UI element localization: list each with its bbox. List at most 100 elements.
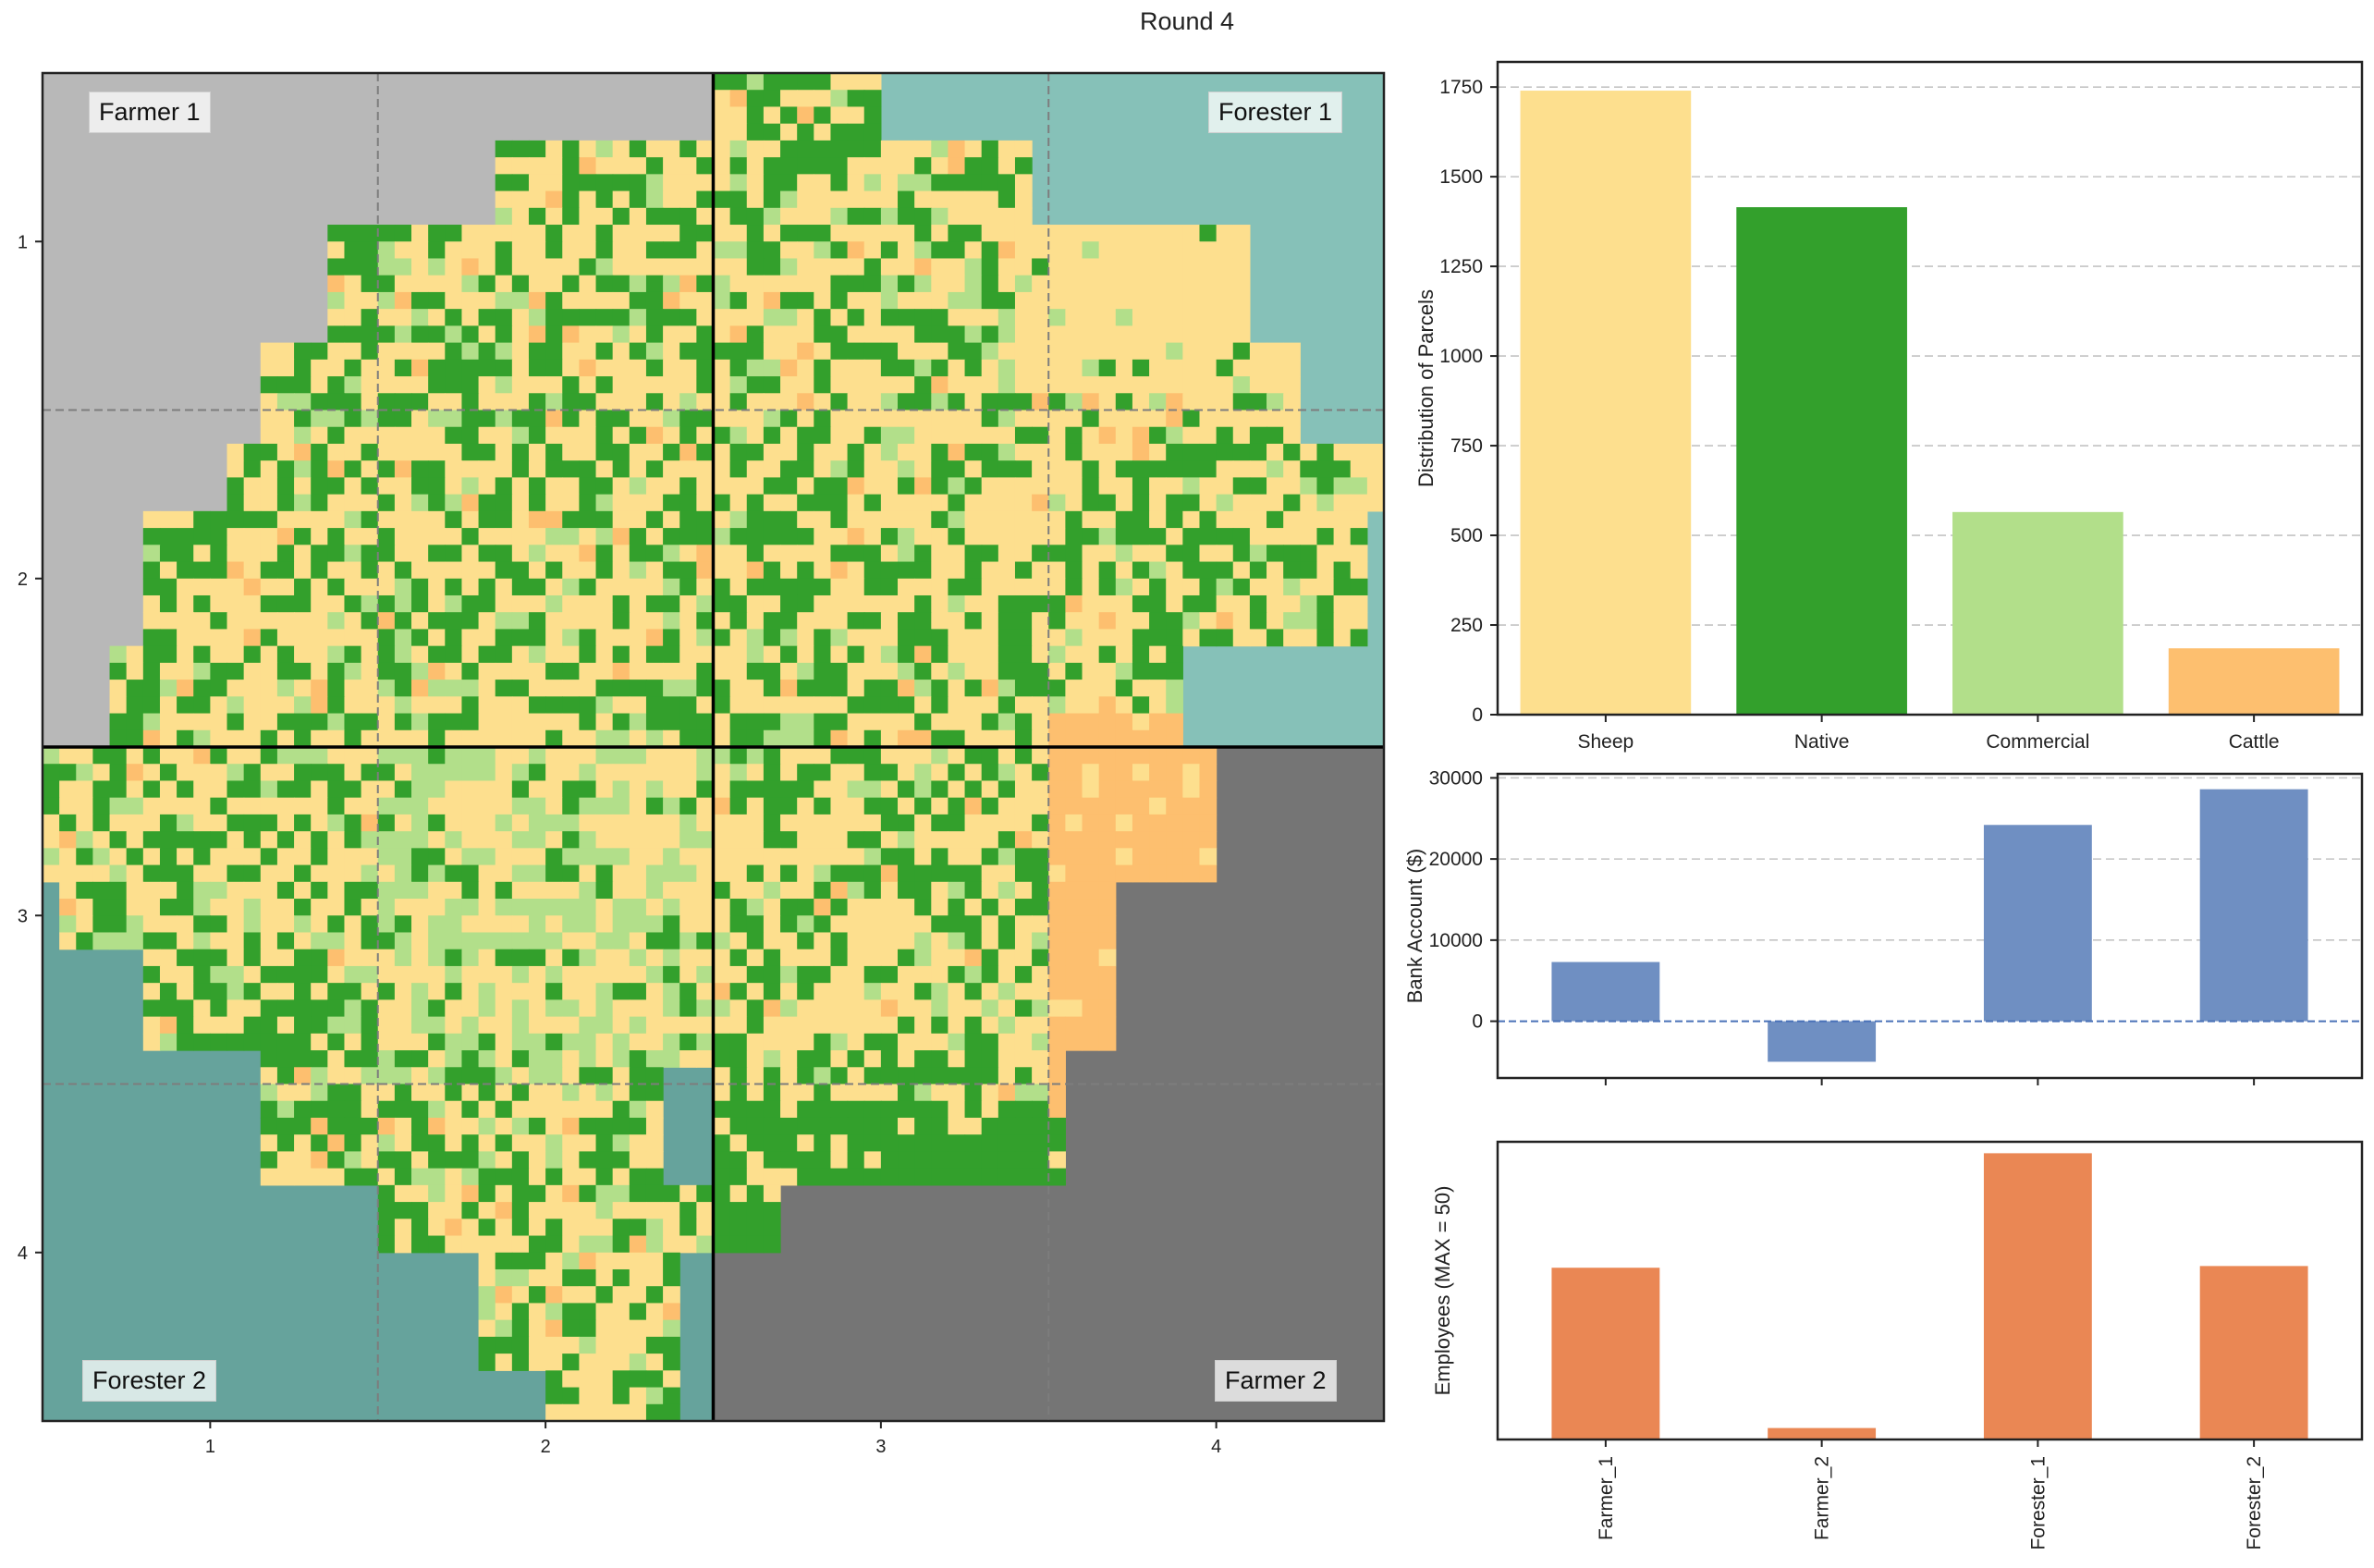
land-parcel bbox=[1300, 545, 1318, 563]
land-parcel bbox=[898, 680, 915, 697]
land-parcel bbox=[445, 594, 463, 613]
land-parcel bbox=[964, 275, 983, 293]
land-parcel bbox=[1032, 645, 1049, 664]
land-parcel bbox=[679, 494, 697, 512]
land-parcel bbox=[1350, 510, 1368, 529]
land-parcel bbox=[981, 275, 999, 293]
land-parcel bbox=[612, 662, 630, 680]
land-parcel bbox=[595, 999, 614, 1018]
land-parcel bbox=[814, 106, 832, 125]
land-parcel bbox=[645, 1184, 664, 1203]
land-parcel bbox=[914, 764, 932, 782]
land-parcel bbox=[780, 713, 798, 731]
land-parcel bbox=[964, 999, 983, 1018]
land-parcel bbox=[914, 780, 932, 799]
land-parcel bbox=[830, 376, 849, 394]
land-parcel bbox=[1065, 645, 1083, 664]
land-parcel bbox=[948, 494, 966, 512]
land-parcel bbox=[1182, 747, 1201, 765]
land-parcel bbox=[729, 106, 748, 125]
land-parcel bbox=[629, 528, 647, 545]
land-parcel bbox=[1082, 1016, 1100, 1035]
land-parcel bbox=[964, 426, 983, 445]
land-parcel bbox=[478, 342, 496, 361]
land-parcel bbox=[763, 73, 781, 91]
land-parcel bbox=[1065, 393, 1083, 411]
land-parcel bbox=[763, 932, 781, 950]
land-parcel bbox=[981, 443, 999, 461]
land-parcel bbox=[1014, 764, 1033, 782]
land-parcel bbox=[276, 561, 295, 580]
land-parcel bbox=[1014, 258, 1033, 276]
land-parcel bbox=[830, 899, 849, 916]
land-parcel bbox=[914, 258, 932, 276]
land-parcel bbox=[495, 965, 513, 984]
land-parcel bbox=[394, 1235, 412, 1254]
land-parcel bbox=[1350, 477, 1368, 496]
land-parcel bbox=[511, 426, 530, 445]
land-parcel bbox=[645, 696, 664, 715]
land-parcel bbox=[763, 494, 781, 512]
land-parcel bbox=[495, 848, 513, 866]
land-parcel bbox=[713, 1134, 731, 1153]
land-parcel bbox=[1032, 1050, 1049, 1068]
land-parcel bbox=[1065, 225, 1083, 242]
land-parcel bbox=[177, 629, 194, 647]
land-parcel bbox=[797, 999, 814, 1018]
land-parcel bbox=[1065, 528, 1083, 545]
land-parcel bbox=[1333, 629, 1352, 647]
land-parcel bbox=[1098, 629, 1117, 647]
land-parcel bbox=[210, 899, 228, 916]
land-parcel bbox=[645, 1268, 664, 1287]
land-parcel bbox=[763, 225, 781, 242]
land-parcel bbox=[1366, 477, 1385, 496]
bar-farmer-1 bbox=[1551, 1268, 1660, 1439]
land-parcel bbox=[411, 359, 429, 377]
land-parcel bbox=[763, 594, 781, 613]
land-parcel bbox=[177, 848, 194, 866]
land-parcel bbox=[780, 1168, 798, 1186]
land-parcel bbox=[679, 1016, 697, 1035]
land-parcel bbox=[528, 662, 546, 680]
land-parcel bbox=[92, 747, 111, 765]
land-parcel bbox=[562, 477, 580, 496]
land-parcel bbox=[1283, 443, 1301, 461]
land-parcel bbox=[880, 949, 899, 967]
land-parcel bbox=[260, 1100, 278, 1119]
land-parcel bbox=[663, 729, 680, 748]
land-parcel bbox=[76, 848, 94, 866]
land-parcel bbox=[729, 174, 748, 192]
land-parcel bbox=[428, 680, 446, 697]
land-parcel bbox=[1249, 510, 1267, 529]
land-parcel bbox=[863, 578, 882, 596]
land-parcel bbox=[394, 1134, 412, 1153]
land-parcel bbox=[344, 291, 362, 310]
land-parcel bbox=[863, 1117, 882, 1135]
land-parcel bbox=[914, 510, 932, 529]
land-parcel bbox=[562, 561, 580, 580]
land-parcel bbox=[1132, 528, 1150, 545]
land-parcel bbox=[1316, 561, 1335, 580]
land-parcel bbox=[645, 999, 664, 1018]
land-parcel bbox=[511, 797, 530, 815]
land-parcel bbox=[327, 325, 346, 344]
land-parcel bbox=[193, 899, 211, 916]
land-parcel bbox=[545, 1184, 563, 1203]
land-parcel bbox=[1267, 460, 1284, 479]
land-parcel bbox=[478, 510, 496, 529]
land-parcel bbox=[377, 949, 396, 967]
land-parcel bbox=[629, 426, 647, 445]
land-parcel bbox=[1166, 864, 1183, 883]
land-parcel bbox=[276, 494, 295, 512]
land-parcel bbox=[276, 460, 295, 479]
land-parcel bbox=[511, 174, 530, 192]
land-parcel bbox=[997, 713, 1016, 731]
land-parcel bbox=[746, 241, 765, 260]
land-parcel bbox=[763, 174, 781, 192]
land-parcel bbox=[142, 797, 161, 815]
land-parcel bbox=[964, 494, 983, 512]
land-parcel bbox=[780, 241, 798, 260]
land-parcel bbox=[311, 594, 328, 613]
land-parcel bbox=[59, 864, 77, 883]
land-parcel bbox=[997, 983, 1016, 1000]
